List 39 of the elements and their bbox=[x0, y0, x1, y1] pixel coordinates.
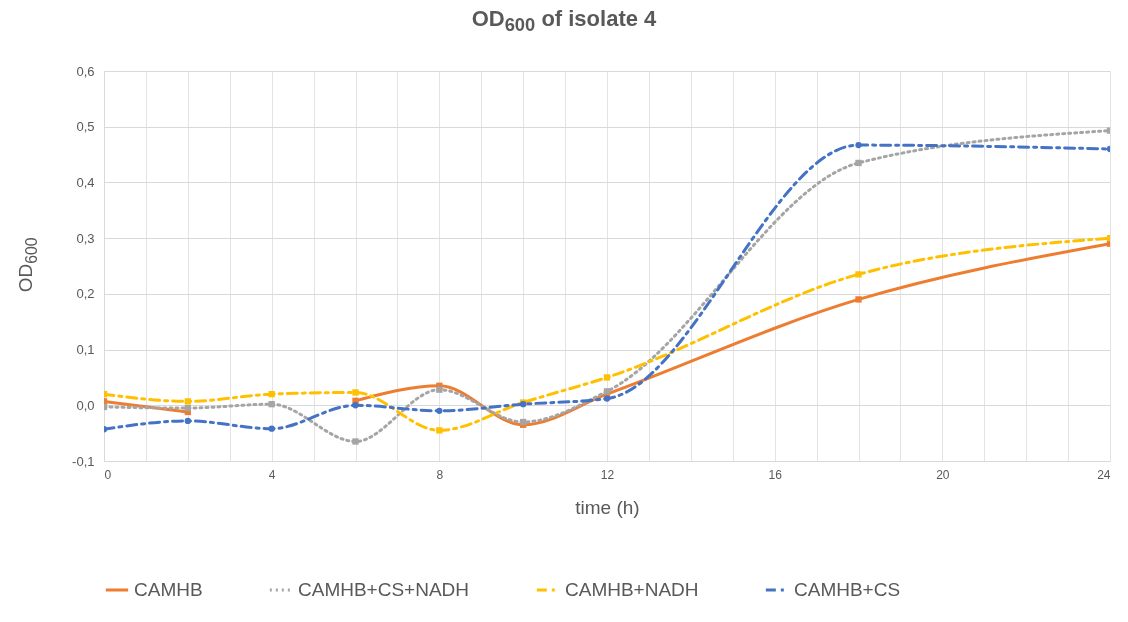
point bbox=[436, 407, 443, 415]
point bbox=[184, 404, 191, 412]
legend-label: CAMHB+CS bbox=[794, 579, 901, 600]
y-tick-label: 0,2 bbox=[76, 286, 95, 302]
x-tick-label: 20 bbox=[936, 467, 950, 482]
y-tick-label: 0,5 bbox=[76, 119, 95, 135]
x-tick-label: 0 bbox=[104, 467, 112, 482]
chart-title: OD$_{600}$ of isolate 4 bbox=[470, 6, 658, 37]
point bbox=[352, 389, 359, 396]
point bbox=[268, 390, 275, 398]
x-tick-label: 12 bbox=[600, 467, 615, 482]
point bbox=[855, 271, 862, 278]
legend-label: CAMHB bbox=[134, 579, 203, 600]
y-tick-label: 0,3 bbox=[76, 230, 95, 246]
point bbox=[603, 374, 611, 381]
x-axis-title: time (h) bbox=[575, 496, 640, 518]
y-tick-label: 0,4 bbox=[76, 174, 95, 190]
y-tick-label: 0,1 bbox=[76, 342, 95, 358]
x-tick-label: 4 bbox=[268, 467, 276, 482]
point bbox=[184, 398, 191, 405]
point bbox=[184, 417, 191, 425]
point bbox=[603, 395, 611, 402]
y-tick-label: 0,6 bbox=[76, 63, 95, 79]
legend-label: CAMHB+CS+NADH bbox=[298, 579, 470, 600]
point bbox=[855, 296, 862, 303]
point bbox=[268, 425, 275, 432]
x-tick-label: 8 bbox=[436, 467, 444, 482]
point bbox=[855, 159, 862, 167]
point bbox=[436, 427, 443, 434]
x-tick-label: 24 bbox=[1097, 467, 1111, 482]
y-tick-label: 0,0 bbox=[76, 397, 95, 413]
point bbox=[352, 438, 359, 445]
point bbox=[855, 141, 862, 149]
point bbox=[352, 402, 359, 409]
x-tick-label: 16 bbox=[768, 467, 783, 482]
legend-label: CAMHB+NADH bbox=[565, 579, 699, 600]
point bbox=[436, 386, 443, 393]
y-tick-label: -0,1 bbox=[72, 453, 95, 469]
point bbox=[268, 401, 275, 408]
